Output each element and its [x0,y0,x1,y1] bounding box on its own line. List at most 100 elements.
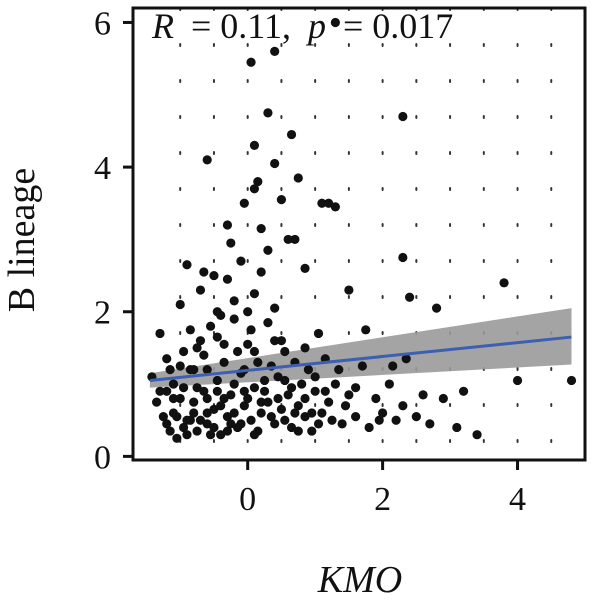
data-point [418,390,428,400]
data-point [172,433,182,443]
data-point [297,379,307,389]
data-point [357,361,367,371]
data-point [243,307,253,317]
data-point [219,393,229,404]
data-point [472,430,482,440]
data-point [246,325,256,335]
data-point [351,383,361,393]
data-point [192,426,202,436]
data-point [155,328,165,339]
data-point [229,408,239,418]
data-point [273,372,283,382]
points-layer [147,17,577,443]
data-point [334,365,344,375]
data-point [280,346,290,357]
data-point [249,430,260,440]
data-point [411,412,421,422]
data-point [283,390,293,400]
data-point [209,404,219,414]
data-point [293,426,303,436]
data-point [374,415,384,425]
data-point [330,17,340,28]
plot-frame [131,6,587,462]
data-point [361,325,371,335]
data-point [259,375,270,386]
data-point [307,408,317,418]
data-point [283,234,293,245]
data-point [388,361,398,371]
data-point [158,412,168,422]
data-point [185,415,195,425]
data-point [263,317,273,328]
data-point [398,111,408,122]
y-tick-label: 2 [94,295,111,332]
data-point [300,412,310,422]
data-point [340,401,351,411]
data-point [293,173,303,183]
data-point [566,375,577,386]
data-point [178,346,189,357]
data-point [391,415,401,425]
data-point [270,336,280,346]
data-point [212,375,222,386]
data-point [175,393,185,404]
data-point [438,393,448,404]
data-point [202,365,212,375]
data-point [212,386,222,396]
data-point [249,184,260,194]
confidence-band-layer [149,308,572,388]
y-tick-label: 6 [94,5,111,42]
confidence-band [149,308,572,388]
p-label: p [305,6,326,46]
data-point [202,393,212,404]
y-tick-label: 4 [94,150,111,187]
r-value: = 0.11, [191,6,291,46]
data-point [344,285,354,295]
data-point [202,408,212,418]
data-point [259,386,270,396]
data-point [324,397,334,407]
data-point [222,274,233,284]
data-point [371,393,381,404]
data-point [307,426,317,436]
data-point [202,419,212,429]
data-point [327,415,337,425]
data-point [168,393,179,404]
data-point [286,422,297,433]
data-point [256,267,266,277]
data-point [310,386,320,396]
data-point [246,57,256,67]
axes: 0 2 4 0 2 4 6 [94,5,526,518]
data-point [205,430,216,440]
data-point [175,361,185,371]
data-point [300,263,310,273]
data-point [351,412,361,422]
data-point [401,354,411,364]
data-point [239,401,249,411]
data-point [243,393,253,404]
data-point [152,397,162,407]
data-point [168,379,179,389]
data-point [398,252,408,263]
data-point [155,386,165,396]
data-point [162,419,172,429]
data-point [256,397,266,407]
regression-line [149,335,572,382]
data-point [313,328,324,339]
data-point [317,408,327,418]
data-point [239,198,249,208]
data-point [249,140,260,151]
data-point [458,386,469,396]
y-axis-title: B lineage [1,168,43,313]
data-point [276,404,287,414]
data-point [175,299,185,310]
data-point [236,419,246,429]
data-point [320,386,330,396]
data-point [182,260,192,270]
p-value: = 0.017 [343,6,453,46]
data-point [344,390,354,400]
data-point [199,350,209,360]
data-point [185,325,195,335]
data-point [290,408,300,418]
data-point [178,383,189,393]
